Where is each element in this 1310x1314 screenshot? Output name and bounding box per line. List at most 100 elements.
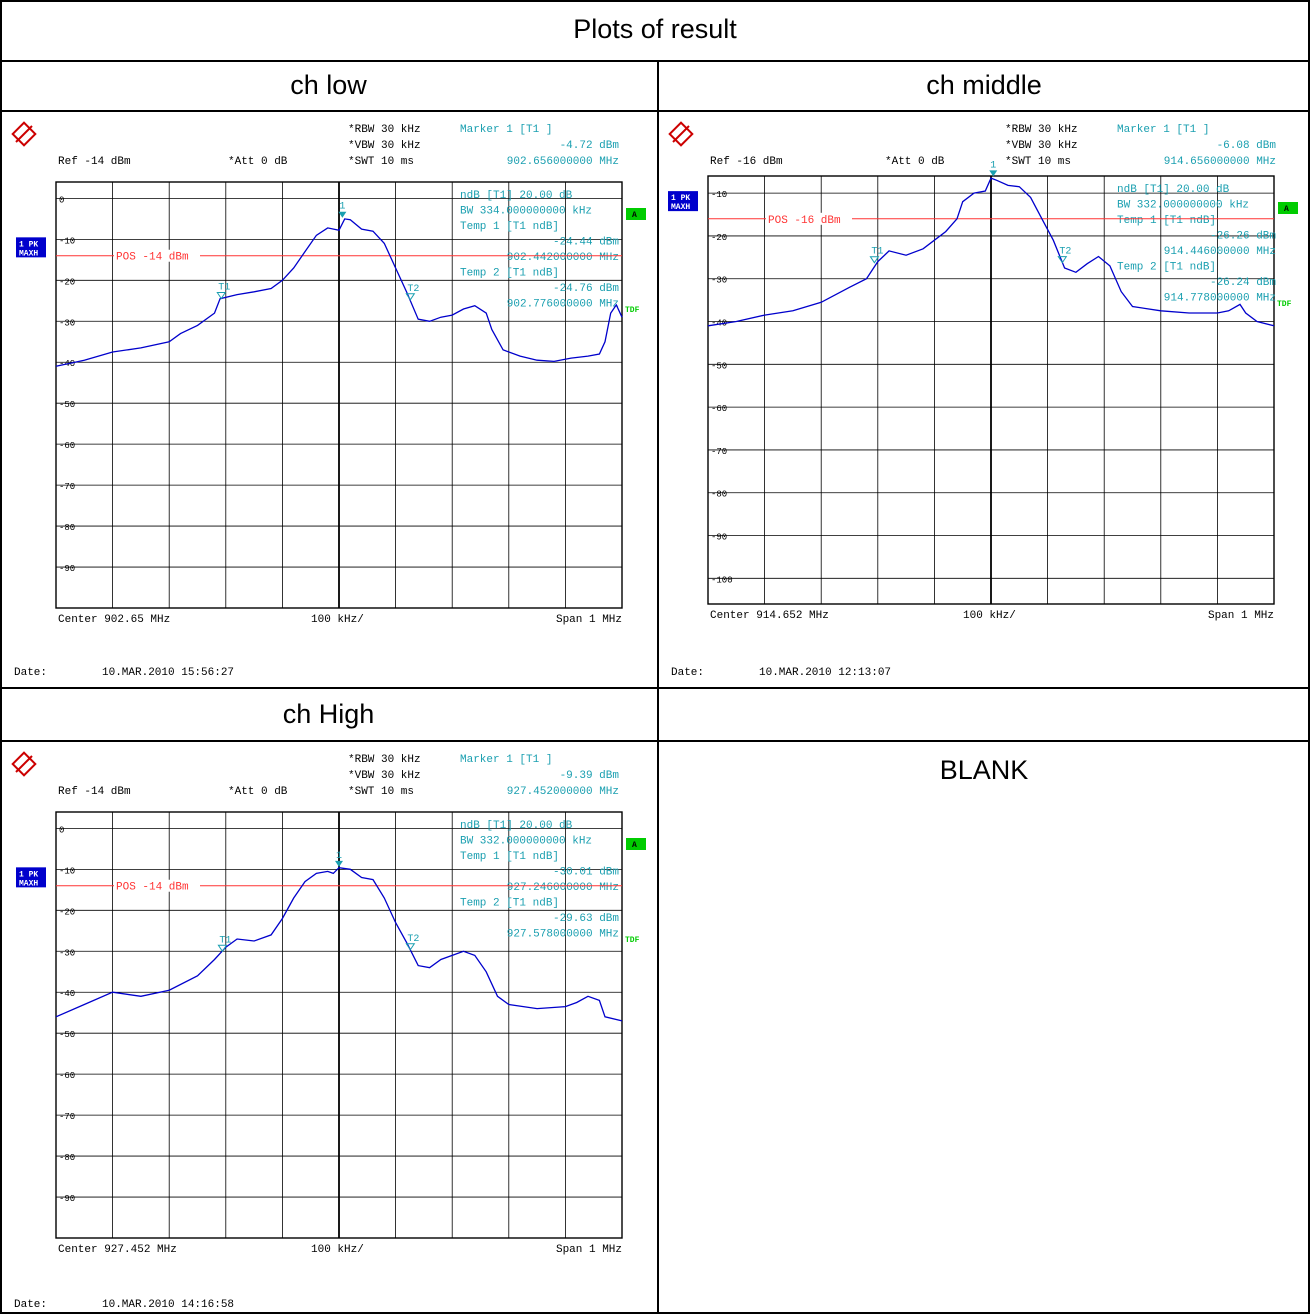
rs-logo-slash xyxy=(15,755,33,773)
y-tick-label: -50 xyxy=(711,361,727,371)
marker-t1-label: T1 xyxy=(218,282,230,293)
table-title: Plots of result xyxy=(573,14,737,44)
y-tick-label: -30 xyxy=(711,276,727,286)
y-tick-label: -30 xyxy=(59,948,75,958)
date-value: 10.MAR.2010 14:16:58 xyxy=(102,1299,234,1311)
rbw-label: *RBW 30 kHz xyxy=(1005,124,1078,136)
y-tick-label: 0 xyxy=(59,195,64,205)
swt-label: *SWT 10 ms xyxy=(1005,156,1071,168)
marker-1-triangle xyxy=(335,860,343,867)
temp1-freq: 914.446000000 MHz xyxy=(1164,246,1276,258)
marker-t2-triangle xyxy=(405,943,416,951)
a-badge-label: A xyxy=(1284,205,1289,214)
marker-1-triangle xyxy=(989,170,998,177)
y-tick-label: -90 xyxy=(59,1194,75,1204)
marker-t2-triangle xyxy=(1057,256,1068,264)
pos-label: POS -16 dBm xyxy=(768,215,841,227)
y-tick-label: -90 xyxy=(59,564,75,574)
table-border-right xyxy=(1308,0,1310,1314)
date-value: 10.MAR.2010 15:56:27 xyxy=(102,667,234,679)
marker-1-triangle xyxy=(338,211,347,218)
a-badge xyxy=(626,838,646,850)
pos-label-bg xyxy=(114,879,200,892)
table-col-line xyxy=(657,61,659,1313)
rs-logo xyxy=(11,121,37,147)
marker-title: Marker 1 [T1 ] xyxy=(460,754,552,766)
y-tick-label: -80 xyxy=(711,490,727,500)
temp1-level: -26.26 dBm xyxy=(1210,231,1276,243)
table-row-line-3 xyxy=(0,687,1310,689)
spectrum-plot-ch-middle: *RBW 30 kHz *VBW 30 kHz *SWT 10 ms Ref -16 … xyxy=(668,121,1298,679)
span-label: Span 1 MHz xyxy=(556,614,622,626)
y-tick-label: -50 xyxy=(59,400,75,410)
div-label: 100 kHz/ xyxy=(311,614,364,626)
att-label: *Att 0 dB xyxy=(228,156,288,168)
ndb-label: ndB [T1] 20.00 dB xyxy=(460,820,573,832)
spectrum-trace xyxy=(55,218,623,367)
y-tick-label: -20 xyxy=(711,233,727,243)
temp1-freq: 902.442000000 MHz xyxy=(507,252,619,264)
marker-t1-triangle xyxy=(869,256,880,264)
center-freq-label: Center 914.652 MHz xyxy=(710,610,829,622)
ref-label: Ref -14 dBm xyxy=(58,156,131,168)
ndb-label: ndB [T1] 20.00 dB xyxy=(460,190,573,202)
temp2-label: Temp 2 [T1 ndB] xyxy=(460,898,559,910)
a-badge-label: A xyxy=(632,211,637,220)
y-tick-label: -60 xyxy=(59,441,75,451)
marker-1-label: 1 xyxy=(336,851,342,862)
a-badge-label: A xyxy=(632,841,637,850)
pos-label-bg xyxy=(114,249,200,262)
y-tick-label: -60 xyxy=(711,404,727,414)
span-label: Span 1 MHz xyxy=(556,1244,622,1256)
rs-logo xyxy=(668,121,694,147)
date-label: Date: xyxy=(671,667,704,679)
y-tick-label: -100 xyxy=(711,575,733,585)
y-tick-label: -40 xyxy=(59,989,75,999)
rs-logo-slash xyxy=(15,125,33,143)
y-tick-label: -90 xyxy=(711,533,727,543)
pos-label: POS -14 dBm xyxy=(116,252,189,264)
ref-label: Ref -16 dBm xyxy=(710,156,783,168)
spectrum-trace xyxy=(707,177,1275,327)
table-border-bottom xyxy=(0,1312,1310,1314)
marker-1-label: 1 xyxy=(990,160,996,171)
swt-label: *SWT 10 ms xyxy=(348,786,414,798)
tdf-label: TDF xyxy=(625,306,640,315)
att-label: *Att 0 dB xyxy=(228,786,288,798)
y-tick-label: -80 xyxy=(59,523,75,533)
trace-badge-maxh: MAXH xyxy=(671,203,690,212)
bw-label: BW 334.000000000 kHz xyxy=(460,206,592,218)
marker-t2-triangle xyxy=(405,293,416,301)
trace-badge-pk: 1 PK xyxy=(19,240,38,249)
tdf-label: TDF xyxy=(1277,300,1292,309)
trace-badge-pk: 1 PK xyxy=(19,870,38,879)
spectrum-trace xyxy=(55,867,623,1022)
trace-badge xyxy=(16,237,46,258)
marker-t1-label: T1 xyxy=(219,935,231,946)
temp2-label: Temp 2 [T1 ndB] xyxy=(1117,262,1216,274)
trace-badge-maxh: MAXH xyxy=(19,879,38,888)
y-tick-label: -10 xyxy=(711,190,727,200)
cell-header-ch-high: ch High xyxy=(282,699,375,729)
ref-label: Ref -14 dBm xyxy=(58,786,131,798)
marker-t2-label: T2 xyxy=(407,284,419,295)
marker-level: -4.72 dBm xyxy=(560,140,620,152)
span-label: Span 1 MHz xyxy=(1208,610,1274,622)
table-border-left xyxy=(0,0,2,1314)
rs-logo xyxy=(11,751,37,777)
temp2-freq: 914.778000000 MHz xyxy=(1164,293,1276,305)
marker-freq: 927.452000000 MHz xyxy=(507,786,619,798)
marker-freq: 914.656000000 MHz xyxy=(1164,156,1276,168)
y-tick-label: -10 xyxy=(59,866,75,876)
pos-label: POS -14 dBm xyxy=(116,882,189,894)
y-tick-label: -20 xyxy=(59,277,75,287)
cell-blank: BLANK xyxy=(939,755,1029,785)
y-tick-label: -80 xyxy=(59,1153,75,1163)
date-label: Date: xyxy=(14,667,47,679)
marker-t2-label: T2 xyxy=(1059,247,1071,258)
temp2-freq: 927.578000000 MHz xyxy=(507,929,619,941)
rs-logo-slash xyxy=(672,125,690,143)
spectrum-plot-ch-low: *RBW 30 kHz *VBW 30 kHz *SWT 10 ms Ref -14 … xyxy=(11,121,646,679)
table-row-line-1 xyxy=(0,60,1310,62)
table-border-top xyxy=(0,0,1310,2)
